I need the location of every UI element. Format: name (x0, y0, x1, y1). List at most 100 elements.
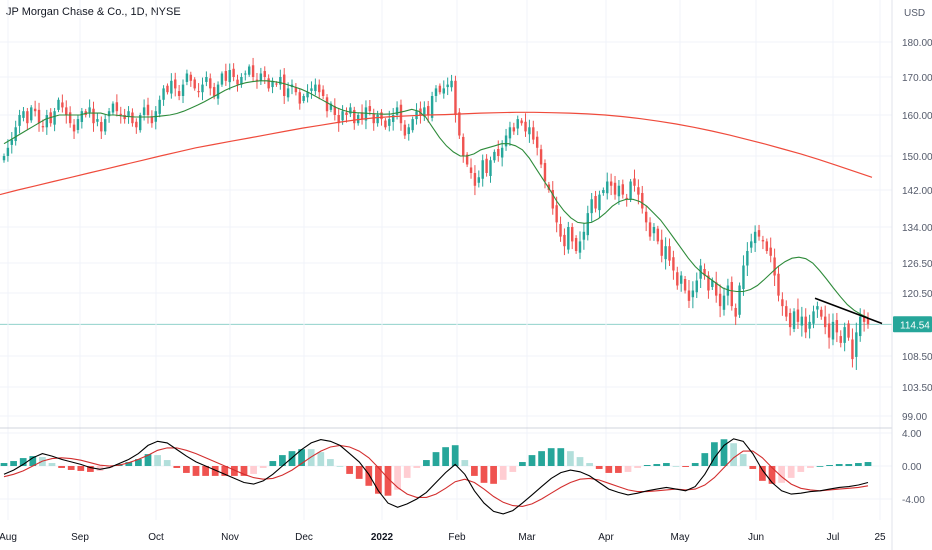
macd-tick-label: 0.00 (902, 462, 922, 473)
candle-body (855, 332, 858, 357)
candle-body (33, 108, 37, 112)
candle-body (808, 321, 811, 329)
macd-histogram-bar (58, 466, 65, 468)
candle-body (582, 231, 586, 240)
candle-body (267, 78, 270, 89)
macd-histogram-bar (653, 464, 661, 466)
macd-histogram-bar (826, 465, 833, 466)
candle-body (115, 102, 119, 112)
price-tick-label: 103.50 (902, 383, 932, 394)
time-tick-label: May (671, 532, 690, 543)
price-tick-label: 108.50 (902, 352, 932, 363)
candle-body (820, 309, 823, 317)
time-tick-label: Nov (221, 532, 239, 543)
candle-body (726, 285, 730, 296)
candle-body (53, 111, 56, 125)
price-tick-label: 126.50 (902, 259, 932, 270)
candle-body (314, 84, 317, 92)
macd-histogram-bar (615, 466, 622, 473)
macd-histogram-bar (816, 466, 824, 467)
macd-histogram-bar (586, 463, 593, 466)
macd-histogram-bar (384, 466, 392, 496)
candle-body (146, 104, 150, 115)
candle-body (458, 112, 461, 136)
candle-body (644, 211, 648, 223)
macd-histogram-bar (432, 452, 440, 466)
candle-body (189, 74, 193, 81)
time-tick-label: Feb (448, 532, 466, 543)
price-tick-label: 142.00 (902, 186, 932, 197)
candle-body (271, 80, 274, 88)
candle-body (788, 312, 792, 328)
macd-histogram-bar (106, 466, 113, 468)
candle-body (823, 316, 827, 328)
macd-histogram-bar (749, 466, 757, 469)
macd-histogram-bar (154, 455, 161, 466)
candle-body (621, 184, 625, 195)
candle-body (617, 185, 621, 197)
candle-body (68, 112, 72, 124)
candle-body (473, 173, 477, 186)
candle-body (170, 80, 173, 94)
candle-body (41, 126, 45, 128)
candle-body (279, 77, 282, 85)
time-tick-label: Dec (295, 532, 313, 543)
candle-body (123, 115, 126, 120)
macd-histogram-bar (490, 466, 497, 484)
candle-body (263, 71, 266, 77)
candle-body (162, 88, 165, 100)
candle-body (399, 104, 403, 124)
price-pane[interactable] (0, 57, 883, 370)
candle-body (454, 80, 457, 115)
macd-histogram-bar (19, 458, 27, 466)
price-tick-label: 99.00 (902, 412, 927, 423)
candle-body (839, 336, 842, 343)
macd-histogram-bar (691, 463, 699, 466)
macd-pane[interactable] (0, 438, 872, 515)
candle-body (559, 223, 562, 237)
candle-body (107, 111, 111, 117)
candle-body (792, 311, 796, 329)
macd-signal-line (3, 444, 869, 507)
macd-histogram-bar (720, 439, 728, 466)
macd-histogram-bar (643, 465, 651, 466)
candle-body (294, 87, 298, 93)
price-axis[interactable]: 180.00 170.00 160.00 150.00 142.00 134.00 126.… (893, 38, 932, 423)
last-price-label: 114.54 (900, 320, 930, 331)
candle-body (769, 247, 772, 256)
candle-body (283, 74, 286, 96)
candle-body (92, 108, 95, 124)
candle-body (209, 78, 212, 89)
candle-body (500, 147, 504, 158)
price-tick-label: 180.00 (902, 38, 932, 49)
macd-axis[interactable]: 4.00 0.00 -4.00 (902, 429, 925, 506)
candle-body (773, 257, 776, 276)
macd-histogram-bar (183, 466, 190, 473)
macd-histogram-bar (259, 466, 267, 468)
candle-body (244, 73, 247, 75)
macd-histogram-bar (768, 466, 776, 484)
macd-histogram-bar (759, 466, 766, 481)
price-tick-label: 134.00 (902, 223, 932, 234)
candle-body (430, 96, 434, 118)
candle-body (563, 234, 566, 247)
candle-body (843, 327, 846, 343)
candle-body (174, 79, 177, 89)
macd-histogram-bar (547, 448, 555, 466)
time-tick-label: Sep (71, 532, 89, 543)
candle-body (333, 106, 337, 115)
candle-body (407, 127, 410, 135)
macd-histogram-bar (701, 453, 709, 466)
candle-body (524, 121, 527, 132)
candle-body (718, 293, 722, 307)
macd-histogram-bar (682, 466, 689, 467)
candle-body (423, 107, 426, 117)
time-axis[interactable]: Aug Sep Oct Nov Dec 2022 Feb Mar Apr May Jun Jul 25 (0, 532, 886, 543)
macd-histogram-bar (451, 445, 459, 466)
candle-body (641, 193, 644, 209)
ma-short-line (3, 80, 869, 319)
macd-histogram-bar (327, 459, 334, 466)
candle-body (711, 280, 714, 287)
candle-body (329, 103, 333, 110)
